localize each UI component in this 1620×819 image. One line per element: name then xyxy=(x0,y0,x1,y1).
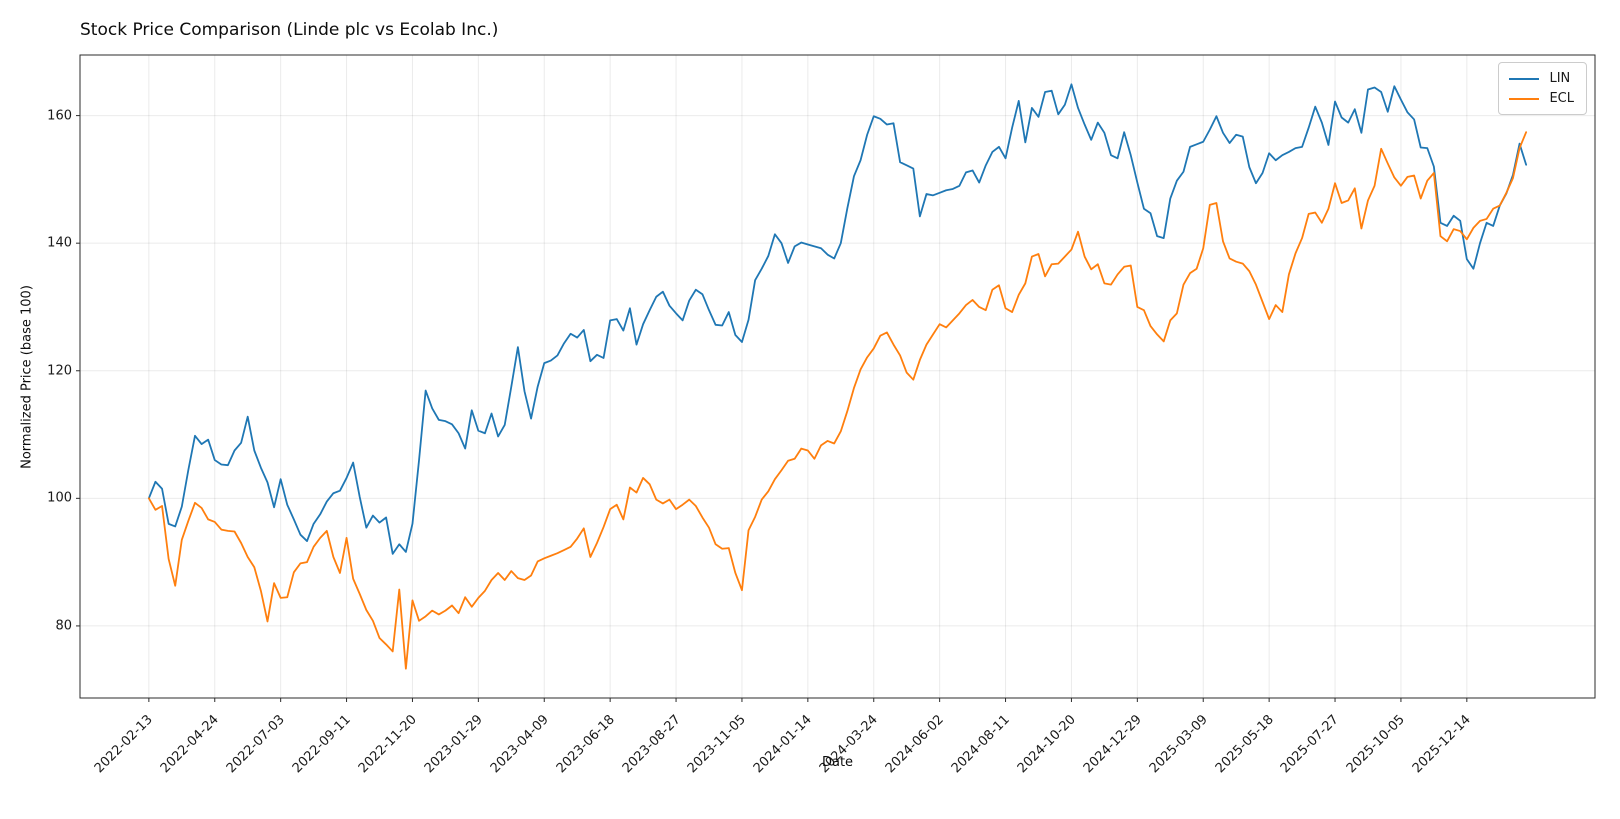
y-axis-title: Normalized Price (base 100) xyxy=(19,284,35,469)
chart-legend: LIN ECL xyxy=(1498,62,1587,115)
x-axis-title: Date xyxy=(821,755,854,770)
plot-frame xyxy=(79,54,1596,699)
y-tick-label: 100 xyxy=(47,490,72,506)
y-tick-label: 140 xyxy=(47,235,72,251)
y-tick-label: 80 xyxy=(55,618,72,634)
legend-item-lin: LIN xyxy=(1509,72,1574,85)
legend-item-ecl: ECL xyxy=(1509,92,1574,105)
chart-title: Stock Price Comparison (Linde plc vs Eco… xyxy=(80,20,499,40)
legend-line-swatch xyxy=(1509,77,1540,80)
ecl-series-line xyxy=(147,131,1528,670)
legend-label: LIN xyxy=(1549,71,1571,86)
legend-label: ECL xyxy=(1549,91,1574,106)
legend-line-swatch xyxy=(1509,97,1540,100)
y-tick-label: 160 xyxy=(47,108,72,124)
y-tick-label: 120 xyxy=(47,363,72,379)
lin-series-line xyxy=(147,83,1528,555)
